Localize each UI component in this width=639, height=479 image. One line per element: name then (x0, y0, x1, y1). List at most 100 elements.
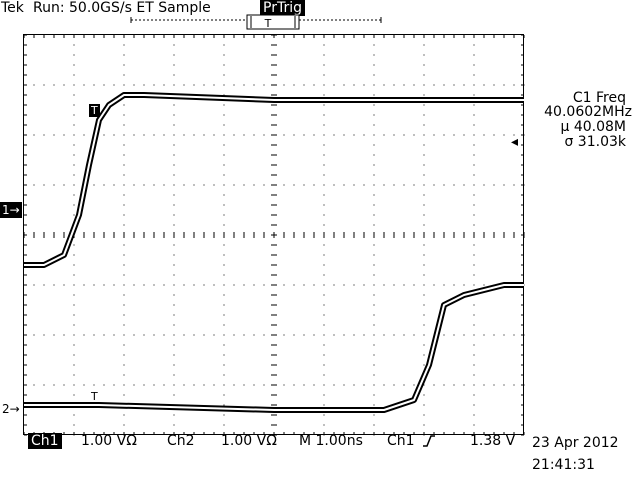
grid-dot (363, 84, 365, 86)
trigger-source: Ch1 (387, 433, 415, 449)
grid-dot (443, 334, 445, 336)
grid-dot (323, 424, 325, 426)
grid-dot (73, 244, 75, 246)
grid-dot (373, 374, 375, 376)
grid-dot (423, 134, 425, 136)
grid-dot (373, 104, 375, 106)
grid-dot (383, 184, 385, 186)
grid-dot (473, 224, 475, 226)
ch1-ground-marker[interactable]: 1→ (0, 202, 22, 218)
grid-dot (123, 154, 125, 156)
grid-dot (123, 384, 125, 386)
grid-dot (173, 184, 175, 186)
timebase: M 1.00ns (299, 433, 363, 449)
grid-dot (423, 154, 425, 156)
grid-dot (393, 184, 395, 186)
grid-dot (473, 244, 475, 246)
grid-dot (123, 304, 125, 306)
grid-dot (473, 124, 475, 126)
grid-dot (423, 84, 425, 86)
grid-dot (393, 334, 395, 336)
grid-dot (93, 334, 95, 336)
grid-dot (163, 284, 165, 286)
grid-dot (223, 224, 225, 226)
grid-dot (103, 284, 105, 286)
grid-dot (103, 84, 105, 86)
grid-dot (513, 384, 515, 386)
grid-dot (73, 344, 75, 346)
grid-dot (123, 174, 125, 176)
grid-dot (313, 134, 315, 136)
grid-dot (243, 284, 245, 286)
grid-dot (463, 384, 465, 386)
grid-dot (163, 134, 165, 136)
ch2-label[interactable]: Ch2 (167, 433, 195, 449)
grid-dot (173, 224, 175, 226)
grid-dot (73, 424, 75, 426)
grid-dot (323, 404, 325, 406)
trigger-level-marker[interactable]: ◂ (511, 134, 519, 150)
ch1-label[interactable]: Ch1 (28, 433, 62, 449)
grid-dot (303, 134, 305, 136)
grid-dot (323, 274, 325, 276)
grid-dot (423, 164, 425, 166)
grid-dot (223, 374, 225, 376)
grid-dot (423, 394, 425, 396)
grid-dot (443, 134, 445, 136)
grid-dot (243, 334, 245, 336)
grid-dot (93, 284, 95, 286)
grid-dot (213, 84, 215, 86)
grid-dot (233, 134, 235, 136)
grid-dot (393, 284, 395, 286)
grid-dot (323, 264, 325, 266)
grid-dot (73, 204, 75, 206)
grid-dot (173, 344, 175, 346)
grid-dot (413, 184, 415, 186)
grid-dot (373, 344, 375, 346)
grid-dot (373, 224, 375, 226)
grid-dot (493, 134, 495, 136)
grid-dot (473, 84, 475, 86)
ch2-ground-marker[interactable]: 2→ (2, 402, 20, 416)
grid-dot (83, 134, 85, 136)
grid-dot (153, 134, 155, 136)
grid-dot (423, 324, 425, 326)
grid-dot (73, 264, 75, 266)
trigger-window-marker: T (264, 17, 272, 30)
grid-dot (373, 304, 375, 306)
grid-dot (323, 224, 325, 226)
grid-dot (483, 384, 485, 386)
grid-dot (73, 174, 75, 176)
grid-dot (373, 364, 375, 366)
grid-dot (173, 264, 175, 266)
grid-dot (133, 134, 135, 136)
measurement-value: 40.0602MHz (544, 104, 632, 120)
grid-dot (413, 84, 415, 86)
grid-dot (173, 144, 175, 146)
grid-dot (43, 84, 45, 86)
grid-dot (63, 84, 65, 86)
brand-label: Tek (1, 0, 24, 16)
grid-dot (223, 84, 225, 86)
grid-dot (243, 134, 245, 136)
grid-dot (233, 284, 235, 286)
grid-dot (423, 114, 425, 116)
grid-dot (493, 184, 495, 186)
grid-dot (123, 194, 125, 196)
grid-dot (513, 184, 515, 186)
trigger-status-badge: PrTrig (260, 0, 305, 16)
grid-dot (283, 284, 285, 286)
grid-dot (33, 384, 35, 386)
grid-dot (423, 224, 425, 226)
grid-dot (323, 204, 325, 206)
grid-dot (73, 294, 75, 296)
grid-dot (63, 384, 65, 386)
grid-dot (263, 84, 265, 86)
grid-dot (173, 254, 175, 256)
grid-dot (473, 274, 475, 276)
grid-dot (173, 354, 175, 356)
grid-dot (333, 334, 335, 336)
grid-dot (323, 214, 325, 216)
grid-dot (473, 214, 475, 216)
grid-dot (253, 284, 255, 286)
